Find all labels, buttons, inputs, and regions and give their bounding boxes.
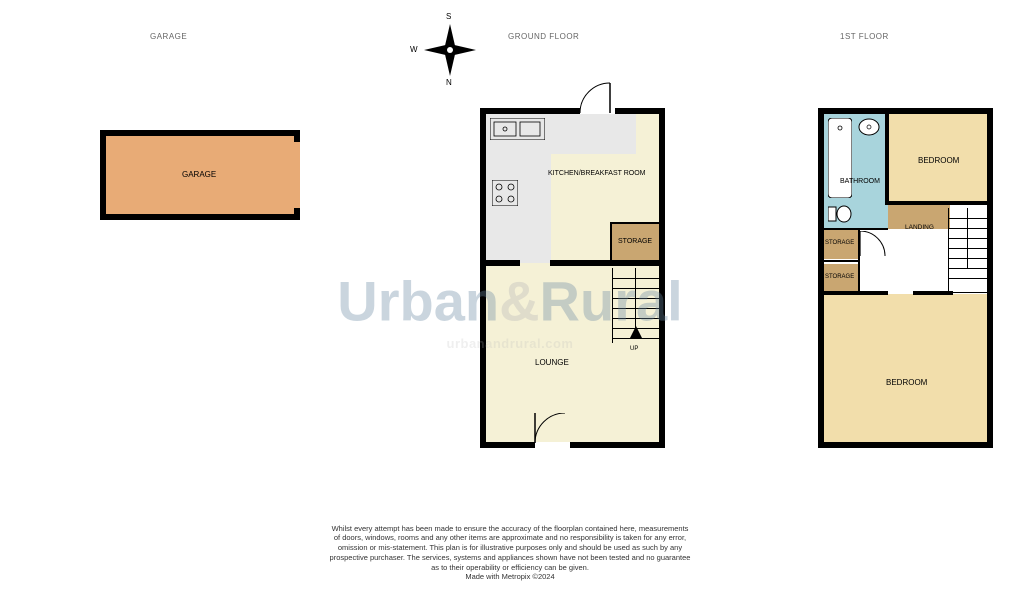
sink-icon: [490, 118, 545, 140]
first-floor-plan: BATHROOM BEDROOM LANDING STORAGE STORAGE…: [818, 108, 993, 448]
section-label-garage: GARAGE: [150, 32, 187, 41]
door-arc-bottom: [532, 413, 572, 453]
bedroom2-room: [824, 294, 987, 442]
storage2-label: STORAGE: [825, 274, 854, 280]
section-label-first: 1ST FLOOR: [840, 32, 889, 41]
landing-label: LANDING: [905, 224, 934, 231]
compass-w: W: [410, 45, 418, 54]
disclaimer-text: Whilst every attempt has been made to en…: [230, 524, 790, 583]
watermark-sub: urbanandrural.com: [447, 336, 574, 351]
compass-icon: S N W: [420, 20, 480, 80]
stairs-ground: [612, 268, 659, 343]
kitchen-label: KITCHEN/BREAKFAST ROOM: [548, 170, 646, 177]
storage1-label: STORAGE: [825, 240, 854, 246]
door-arc-bath: [860, 231, 890, 261]
storage-label: STORAGE: [618, 238, 652, 245]
basin-icon: [858, 118, 880, 136]
lounge-label: LOUNGE: [535, 358, 569, 367]
bedroom2-label: BEDROOM: [886, 378, 927, 387]
bedroom1-label: BEDROOM: [918, 156, 959, 165]
hob-icon: [492, 180, 518, 206]
ground-floor-plan: KITCHEN/BREAKFAST ROOM STORAGE LOUNGE UP: [480, 108, 665, 448]
watermark-part1: Urban: [337, 270, 499, 333]
stairs-first: [948, 208, 987, 293]
section-label-ground: GROUND FLOOR: [508, 32, 579, 41]
garage-plan: GARAGE: [100, 130, 300, 220]
compass-n: N: [446, 78, 452, 87]
up-label: UP: [630, 346, 638, 352]
garage-label: GARAGE: [182, 170, 216, 179]
bathtub-icon: [828, 118, 852, 198]
toilet-icon: [828, 204, 852, 224]
compass-s: S: [446, 12, 451, 21]
bathroom-label: BATHROOM: [840, 178, 880, 185]
door-arc-top: [580, 78, 620, 118]
